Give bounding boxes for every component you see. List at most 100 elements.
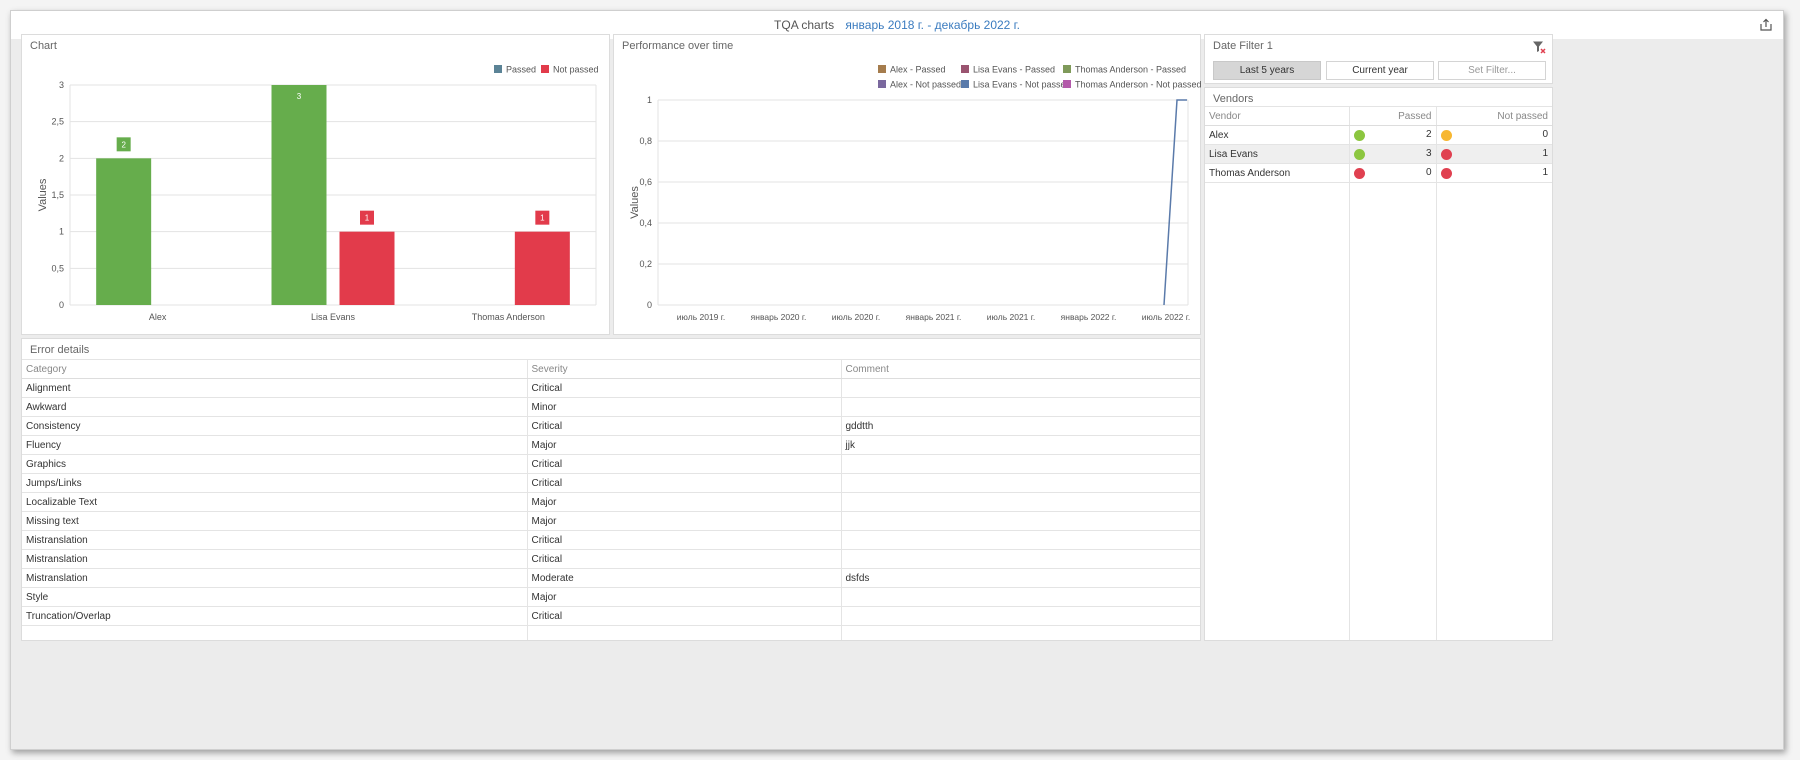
not-passed-cell: 1 <box>1435 163 1552 183</box>
column-header-comment[interactable]: Comment <box>840 359 1200 379</box>
legend-swatch <box>1063 65 1071 73</box>
vendor-row[interactable]: Alex 2 0 <box>1205 125 1552 145</box>
category-cell: Consistency <box>22 416 527 436</box>
data-label-box <box>360 210 374 225</box>
bar-not-passed[interactable] <box>339 231 395 305</box>
bar-passed[interactable] <box>96 158 152 305</box>
not-passed-count: 0 <box>1542 129 1548 140</box>
table-row[interactable]: Fluency Major jjk <box>22 435 1200 455</box>
series-line-lisa-evans-not-passed[interactable] <box>1163 99 1187 306</box>
table-row[interactable]: Graphics Critical <box>22 454 1200 474</box>
vendor-row[interactable]: Lisa Evans 3 1 <box>1205 144 1552 164</box>
y-tick-label: 2,5 <box>51 117 64 127</box>
x-tick-label: июль 2019 г. <box>677 312 725 322</box>
y-tick-label: 0,6 <box>639 177 652 187</box>
column-divider <box>1349 106 1350 640</box>
category-cell: Mistranslation <box>22 530 527 550</box>
vendor-name-cell: Alex <box>1205 125 1349 145</box>
comment-cell <box>840 378 1200 398</box>
legend-label[interactable]: Thomas Anderson - Passed <box>1075 65 1186 75</box>
clear-filter-icon[interactable] <box>1532 40 1546 54</box>
date-range-label[interactable]: январь 2018 г. - декабрь 2022 г. <box>845 18 1020 32</box>
legend-label[interactable]: Alex - Passed <box>890 65 946 75</box>
y-axis-label: Values <box>37 178 49 211</box>
column-header-severity[interactable]: Severity <box>526 359 841 379</box>
last-5-years-button[interactable]: Last 5 years <box>1213 61 1321 80</box>
export-icon[interactable] <box>1759 18 1773 32</box>
table-row[interactable]: Missing text Major <box>22 511 1200 531</box>
table-row[interactable]: Mistranslation Moderate dsfds <box>22 568 1200 588</box>
not-passed-count: 1 <box>1542 167 1548 178</box>
category-cell: Alignment <box>22 378 527 398</box>
x-tick-label: июль 2020 г. <box>832 312 880 322</box>
passed-cell: 3 <box>1348 144 1436 164</box>
legend: Passed Not passed <box>494 65 599 75</box>
y-tick-label: 0 <box>59 300 64 310</box>
table-row[interactable]: Truncation/Overlap Critical <box>22 606 1200 626</box>
category-cell: Jumps/Links <box>22 473 527 493</box>
severity-cell: Critical <box>526 606 841 626</box>
y-tick-label: 1 <box>647 95 652 105</box>
column-header-passed[interactable]: Passed <box>1348 106 1436 126</box>
y-axis-label: Values <box>629 186 641 219</box>
column-header-category[interactable]: Category <box>22 359 527 379</box>
vendors-table: Vendor Passed Not passed Alex 2 0 Lisa Evan… <box>1205 106 1552 183</box>
current-year-button[interactable]: Current year <box>1326 61 1434 80</box>
comment-cell <box>840 549 1200 569</box>
status-dot-icon <box>1440 149 1452 160</box>
table-row[interactable]: Localizable Text Major <box>22 492 1200 512</box>
legend-swatch <box>1063 80 1071 88</box>
comment-cell <box>840 397 1200 417</box>
comment-cell <box>840 511 1200 531</box>
column-header-vendor[interactable]: Vendor <box>1205 106 1349 126</box>
legend-swatch <box>878 80 886 88</box>
y-tick-label: 0,8 <box>639 136 652 146</box>
data-label-text: 3 <box>297 92 302 101</box>
table-row[interactable]: Consistency Critical gddtth <box>22 416 1200 436</box>
table-row[interactable]: Style Major <box>22 587 1200 607</box>
data-label-text: 1 <box>365 214 370 223</box>
legend-label[interactable]: Thomas Anderson - Not passed <box>1075 80 1202 90</box>
vendor-row[interactable]: Thomas Anderson 0 1 <box>1205 163 1552 183</box>
legend-swatch <box>494 65 502 73</box>
legend-label[interactable]: Lisa Evans - Passed <box>973 65 1055 75</box>
severity-cell: Critical <box>526 530 841 550</box>
not-passed-cell: 1 <box>1435 144 1552 164</box>
x-tick-label: январь 2020 г. <box>751 312 807 322</box>
severity-cell: Major <box>526 511 841 531</box>
category-cell: Fluency <box>22 435 527 455</box>
table-row[interactable]: Alignment Critical <box>22 378 1200 398</box>
y-tick-label: 1 <box>59 227 64 237</box>
bar-chart: Passed Not passed 0 0,5 1 1,5 2 2,5 3 Values Alex 2… <box>37 65 599 323</box>
legend-swatch <box>961 65 969 73</box>
comment-cell <box>840 454 1200 474</box>
legend-label[interactable]: Lisa Evans - Not passed <box>973 80 1071 90</box>
x-tick-label: январь 2021 г. <box>906 312 962 322</box>
table-row[interactable]: Jumps/Links Critical <box>22 473 1200 493</box>
data-label-box <box>535 210 550 225</box>
passed-count: 2 <box>1425 129 1432 140</box>
status-dot-icon <box>1353 130 1365 141</box>
legend-label[interactable]: Passed <box>506 65 536 75</box>
passed-count: 3 <box>1425 148 1432 159</box>
error-details-title: Error details <box>30 344 90 356</box>
column-header-not-passed[interactable]: Not passed <box>1435 106 1552 126</box>
set-filter-button[interactable]: Set Filter... <box>1438 61 1546 80</box>
vendor-name-cell: Thomas Anderson <box>1205 163 1349 183</box>
y-tick-label: 0 <box>647 300 652 310</box>
comment-cell <box>840 606 1200 626</box>
severity-cell: Critical <box>526 549 841 569</box>
column-divider <box>1436 106 1437 640</box>
data-label: 2 <box>116 137 131 152</box>
table-row[interactable]: Mistranslation Critical <box>22 549 1200 569</box>
severity-cell: Moderate <box>526 568 841 588</box>
passed-cell: 0 <box>1348 163 1436 183</box>
table-row[interactable]: Awkward Minor <box>22 397 1200 417</box>
bar-passed[interactable] <box>271 85 327 305</box>
legend-label[interactable]: Not passed <box>553 65 599 75</box>
table-row[interactable]: Mistranslation Critical <box>22 530 1200 550</box>
performance-panel-title: Performance over time <box>622 40 734 52</box>
legend-label[interactable]: Alex - Not passed <box>890 80 961 90</box>
bar-not-passed[interactable] <box>514 231 570 305</box>
category-cell: Graphics <box>22 454 527 474</box>
